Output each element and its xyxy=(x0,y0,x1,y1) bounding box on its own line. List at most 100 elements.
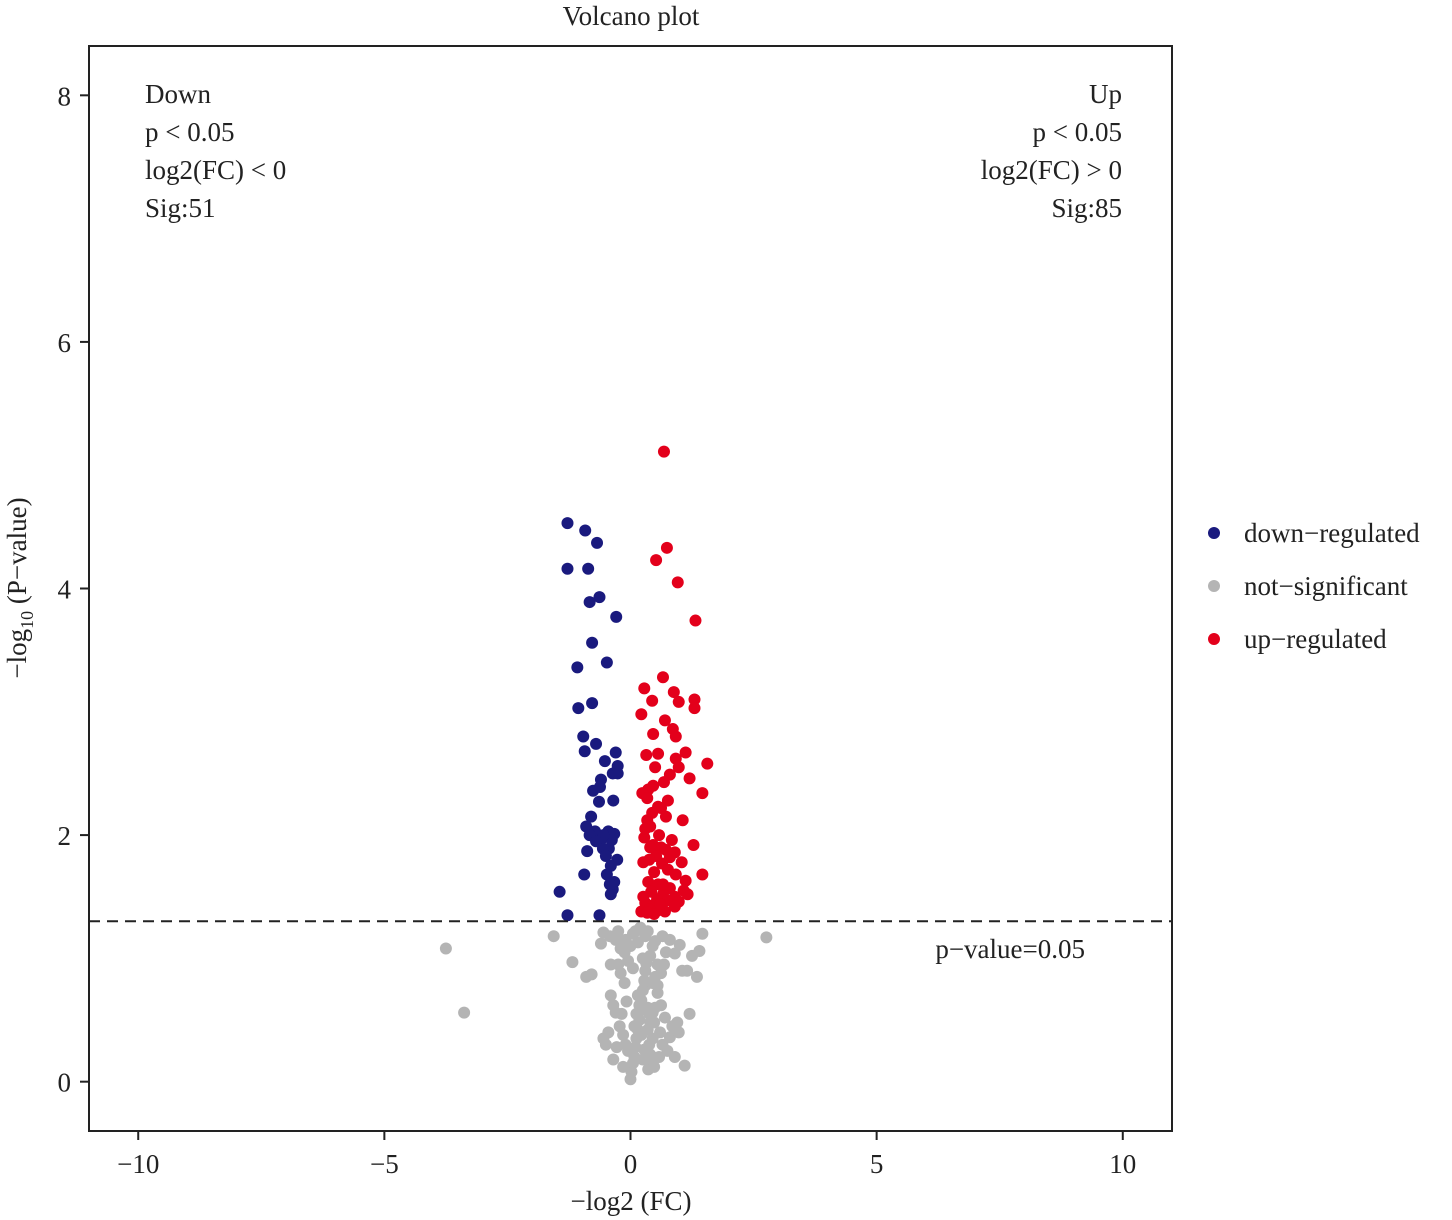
data-point xyxy=(603,878,616,891)
data-point xyxy=(612,925,625,938)
up-annotation-line: Up xyxy=(1089,79,1122,109)
data-point xyxy=(626,962,639,975)
data-point xyxy=(687,838,700,851)
data-point xyxy=(628,1020,641,1033)
down-annotation-line: p < 0.05 xyxy=(145,117,234,147)
data-point xyxy=(636,1053,649,1066)
y-tick-label: 0 xyxy=(58,1068,72,1098)
data-point xyxy=(656,671,669,684)
data-point xyxy=(665,834,678,847)
data-point xyxy=(649,761,662,774)
data-point xyxy=(561,517,574,530)
data-point xyxy=(609,746,622,759)
data-point xyxy=(675,856,688,869)
data-point xyxy=(439,942,452,955)
data-point xyxy=(701,757,714,770)
data-point xyxy=(672,695,685,708)
data-point xyxy=(686,949,699,962)
data-point xyxy=(561,562,574,575)
data-point xyxy=(656,878,669,891)
series-not−significant xyxy=(439,921,773,1086)
data-point xyxy=(658,1011,671,1024)
data-point xyxy=(652,747,665,760)
data-point xyxy=(690,970,703,983)
up-annotation: Up p < 0.05 log2(FC) > 0 Sig:85 xyxy=(981,79,1122,223)
data-point xyxy=(657,776,670,789)
up-annotation-line: Sig:85 xyxy=(1051,193,1122,223)
data-point xyxy=(648,866,661,879)
data-point xyxy=(610,1041,623,1054)
data-point xyxy=(689,614,702,627)
x-tick-label: −5 xyxy=(370,1149,399,1179)
data-point xyxy=(593,591,606,604)
y-tick-label: 6 xyxy=(58,328,72,358)
data-point xyxy=(661,794,674,807)
data-point xyxy=(639,822,652,835)
data-point xyxy=(610,610,623,623)
data-point xyxy=(581,845,594,858)
data-point xyxy=(635,1028,648,1041)
y-axis-label: −log10 (P−value) xyxy=(2,497,37,678)
data-point xyxy=(547,930,560,943)
y-axis-label-subscript: 10 xyxy=(17,611,37,629)
data-point xyxy=(572,702,585,715)
data-point xyxy=(635,708,648,721)
data-point xyxy=(654,898,667,911)
data-point xyxy=(599,850,612,863)
down-annotation-line: Sig:51 xyxy=(145,193,216,223)
data-point xyxy=(646,694,659,707)
data-point xyxy=(659,946,672,959)
data-point xyxy=(654,1026,667,1039)
legend-marker xyxy=(1208,580,1220,592)
data-point xyxy=(663,1031,676,1044)
data-point xyxy=(679,746,692,759)
data-point xyxy=(587,784,600,797)
series-down−regulated xyxy=(553,517,624,922)
data-point xyxy=(598,755,611,768)
down-annotation-line: log2(FC) < 0 xyxy=(145,155,286,185)
data-point xyxy=(553,885,566,898)
data-point xyxy=(586,697,599,710)
data-point xyxy=(696,927,709,940)
y-tick-label: 8 xyxy=(58,81,72,111)
data-point xyxy=(611,767,624,780)
x-tick-label: 10 xyxy=(1109,1149,1136,1179)
data-point xyxy=(642,875,655,888)
data-point xyxy=(644,949,657,962)
data-point xyxy=(660,541,673,554)
data-point xyxy=(458,1006,471,1019)
data-point xyxy=(667,686,680,699)
legend-marker xyxy=(1208,633,1220,645)
data-point xyxy=(659,810,672,823)
data-point xyxy=(672,761,685,774)
data-point xyxy=(597,1032,610,1045)
data-point xyxy=(668,1051,681,1064)
y-axis: 0 2 4 6 8 xyxy=(58,81,89,1098)
x-tick-label: −10 xyxy=(117,1149,159,1179)
data-point xyxy=(586,636,599,649)
data-point xyxy=(646,977,659,990)
data-point xyxy=(594,937,607,950)
legend-marker xyxy=(1208,527,1220,539)
data-point xyxy=(591,536,604,549)
data-point xyxy=(653,1051,666,1064)
data-point xyxy=(638,1043,651,1056)
data-point xyxy=(641,792,654,805)
data-point xyxy=(582,562,595,575)
y-tick-label: 2 xyxy=(58,821,72,851)
down-annotation-line: Down xyxy=(145,79,211,109)
data-point xyxy=(658,714,671,727)
data-point xyxy=(583,596,596,609)
data-point xyxy=(615,1007,628,1020)
data-point xyxy=(566,956,579,969)
data-point xyxy=(585,810,598,823)
threshold-label: p−value=0.05 xyxy=(935,934,1085,964)
data-point xyxy=(671,576,684,589)
legend-label: not−significant xyxy=(1244,571,1408,601)
legend-label: up−regulated xyxy=(1244,624,1387,654)
data-point xyxy=(650,554,663,567)
data-point xyxy=(647,727,660,740)
data-point xyxy=(637,856,650,869)
data-point xyxy=(579,524,592,537)
